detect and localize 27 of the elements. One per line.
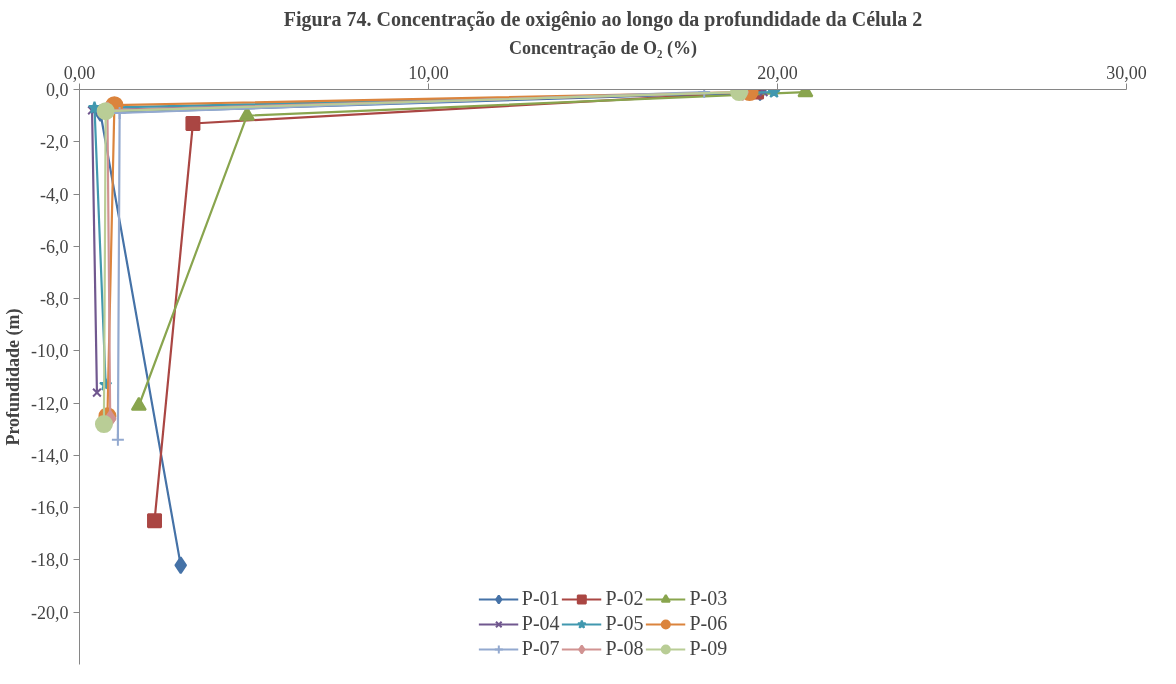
legend-label: P-09 (689, 637, 728, 660)
x-tick-label: 30,00 (1106, 62, 1147, 83)
legend-label: P-08 (605, 637, 644, 660)
x-tick-label: 20,00 (757, 62, 798, 83)
y-tick-label: -12,0 (31, 393, 69, 414)
x-axis-title: Concentração de O₂ (%) (509, 37, 697, 59)
legend-label: P-03 (689, 587, 728, 610)
y-tick-label: -6,0 (40, 236, 69, 257)
y-tick-label: -16,0 (31, 498, 69, 519)
legend-label: P-07 (521, 637, 560, 660)
y-axis-title: Profundidade (m) (3, 308, 25, 446)
y-tick-label: -20,0 (31, 602, 69, 623)
y-tick-label: -2,0 (40, 132, 69, 153)
legend-label: P-04 (521, 612, 560, 635)
y-tick-label: -18,0 (31, 550, 69, 571)
legend-label: P-05 (605, 612, 644, 635)
y-tick-label: -10,0 (31, 341, 69, 362)
legend-label: P-06 (689, 612, 728, 635)
y-tick-label: -14,0 (31, 445, 69, 466)
y-tick-label: -8,0 (40, 289, 69, 310)
x-tick-label: 10,00 (408, 62, 449, 83)
chart-title: Figura 74. Concentração de oxigênio ao longo da profundidade da Célula 2 (283, 7, 923, 31)
legend-label: P-02 (605, 587, 644, 610)
legend-label: P-01 (521, 587, 560, 610)
x-tick-label: 0,00 (63, 62, 96, 83)
y-tick-label: 0,0 (46, 80, 69, 100)
y-tick-label: -4,0 (40, 184, 69, 205)
